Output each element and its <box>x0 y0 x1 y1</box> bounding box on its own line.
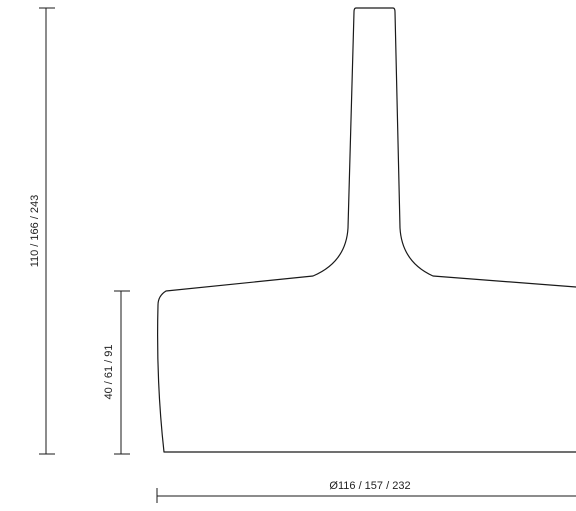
total-height-dimension: 110 / 166 / 243 <box>29 7 55 455</box>
lamp-outline <box>157 7 576 453</box>
total-height-label: 110 / 166 / 243 <box>29 195 41 268</box>
shade-height-label: 40 / 61 / 91 <box>103 344 115 399</box>
shade-height-dimension: 40 / 61 / 91 <box>103 290 130 455</box>
diameter-dimension: Ø116 / 157 / 232 <box>156 480 576 503</box>
diameter-label: Ø116 / 157 / 232 <box>329 480 410 492</box>
